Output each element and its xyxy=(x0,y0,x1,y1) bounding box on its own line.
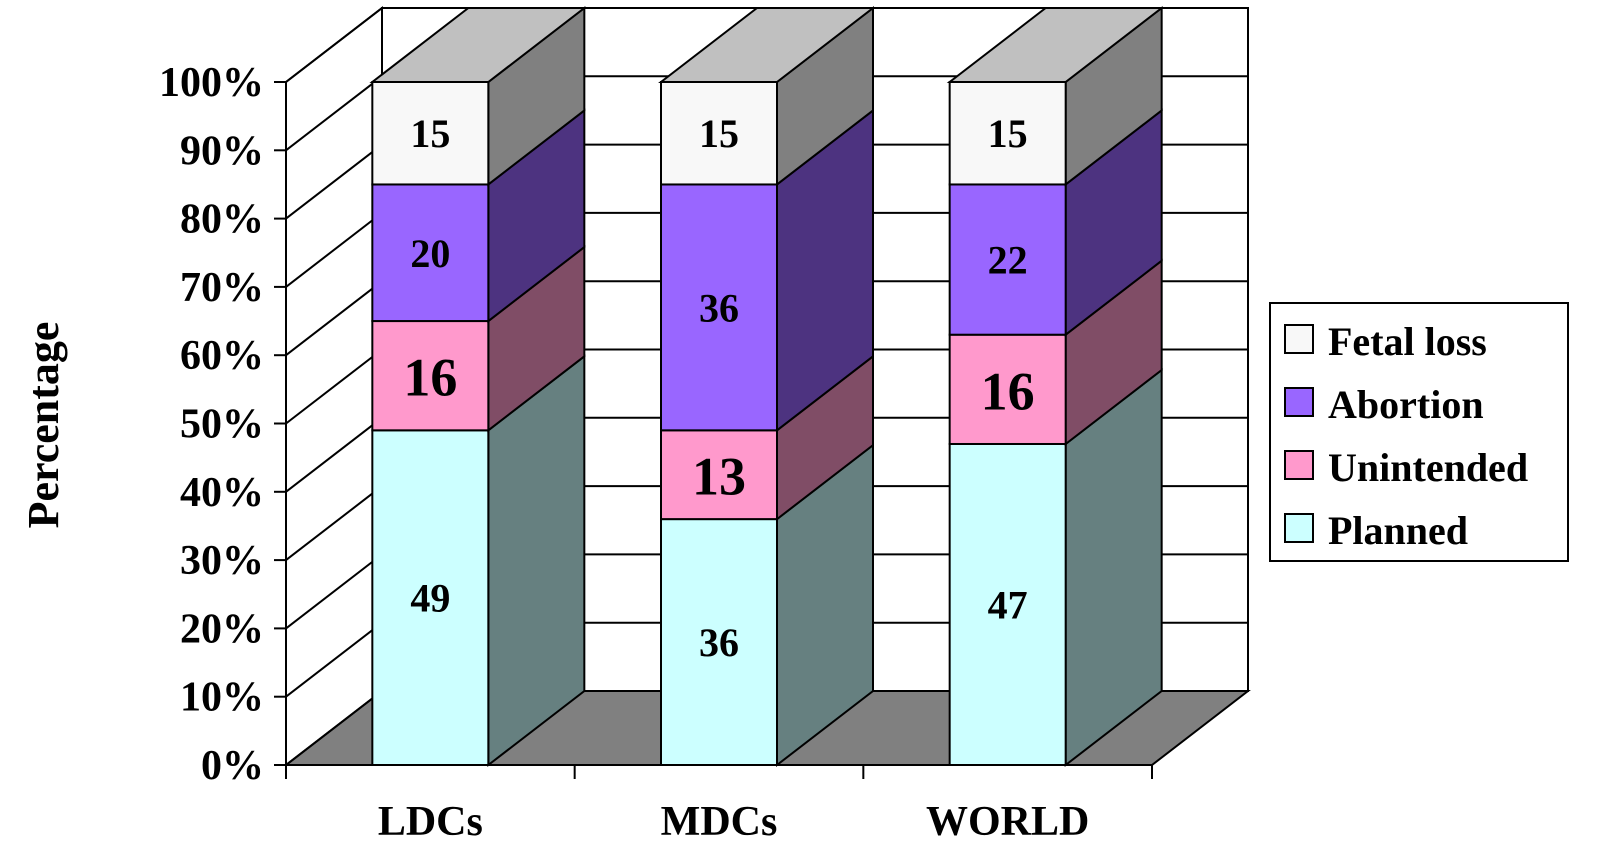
legend-box xyxy=(1269,302,1569,562)
y-tick-label: 0% xyxy=(201,743,264,789)
gridline-side xyxy=(285,485,383,561)
legend-label: Unintended xyxy=(1328,445,1528,490)
gridline-side xyxy=(285,7,383,83)
gridline-side xyxy=(285,143,383,220)
y-tick-label: 30% xyxy=(180,538,264,584)
y-tick-label: 80% xyxy=(180,197,264,243)
gridline-side xyxy=(285,553,383,630)
bar-segment xyxy=(371,183,490,323)
legend: Fetal loss Abortion Unintended Planned xyxy=(1269,302,1569,562)
data-label: 49 xyxy=(410,576,450,621)
data-label: 47 xyxy=(988,582,1028,627)
legend-swatch xyxy=(1284,324,1314,354)
data-label: 13 xyxy=(692,447,746,507)
legend-label: Abortion xyxy=(1328,382,1484,427)
data-label: 15 xyxy=(410,111,450,156)
y-tick-label: 100% xyxy=(159,60,264,106)
bar-segment xyxy=(948,442,1067,766)
data-label: 16 xyxy=(981,361,1035,421)
legend-label: Fetal loss xyxy=(1328,319,1487,364)
x-tick-label: LDCs xyxy=(378,799,483,845)
bar-segment xyxy=(660,183,778,432)
data-label: 20 xyxy=(410,231,450,276)
legend-label: Planned xyxy=(1328,508,1468,553)
gridline-side xyxy=(285,212,383,288)
gridline-side xyxy=(285,348,383,425)
bars: 49 16 20 15 36 13 36 15 47 16 22 15 xyxy=(369,5,1165,768)
y-tick-label: 20% xyxy=(180,606,264,652)
bar-segment xyxy=(371,429,490,766)
gridline-side xyxy=(285,75,383,152)
y-tick-label: 50% xyxy=(180,402,264,448)
data-label: 15 xyxy=(988,111,1028,156)
y-tick-label: 40% xyxy=(180,470,264,516)
data-label: 16 xyxy=(403,348,457,408)
y-tick-label: 60% xyxy=(180,333,264,379)
data-label: 36 xyxy=(699,620,739,665)
data-label: 36 xyxy=(699,285,739,330)
legend-swatch xyxy=(1284,450,1314,480)
gridline-side xyxy=(285,417,383,493)
y-tick-label: 10% xyxy=(180,675,264,721)
data-label: 15 xyxy=(699,111,739,156)
x-tick-label: WORLD xyxy=(926,799,1089,845)
y-tick-label: 70% xyxy=(180,265,264,311)
gridline-side xyxy=(285,280,383,356)
data-label: 22 xyxy=(988,238,1028,283)
bar-segment xyxy=(948,81,1067,186)
y-axis-title: Percentage xyxy=(19,322,68,529)
bar-segment xyxy=(660,429,778,521)
bar-segment xyxy=(660,518,778,766)
legend-swatch xyxy=(1284,387,1314,417)
x-tick-label: MDCs xyxy=(661,799,778,845)
y-tick-label: 90% xyxy=(180,128,264,174)
legend-swatch xyxy=(1284,513,1314,543)
bar-segment xyxy=(948,333,1067,445)
bar-segment xyxy=(660,81,778,186)
axes: 0% 10% 20% 30% 40% 50% 60% 70% 80% 90% 100% LDCs MDC… xyxy=(159,60,1153,845)
gridline-side xyxy=(285,621,383,698)
bar-top xyxy=(369,7,588,83)
bar-top xyxy=(946,7,1165,83)
bar-segment xyxy=(948,183,1067,336)
bar-top xyxy=(658,7,876,83)
